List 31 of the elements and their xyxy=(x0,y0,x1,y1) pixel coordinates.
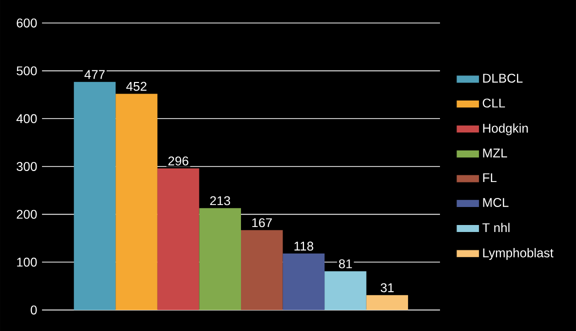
bar xyxy=(157,168,200,310)
legend-label: DLBCL xyxy=(483,74,523,83)
bar xyxy=(116,94,158,310)
data-label: 452 xyxy=(126,82,146,91)
legend-label: FL xyxy=(483,173,497,182)
bar xyxy=(199,208,241,310)
data-label: 167 xyxy=(252,218,272,228)
legend-label: MZL xyxy=(483,148,508,158)
legend-label: Hodgkin xyxy=(483,123,528,136)
data-label: 118 xyxy=(294,242,314,251)
y-tick-label: 600 xyxy=(16,18,37,28)
bar xyxy=(324,271,366,310)
bar xyxy=(282,254,325,310)
data-label: 31 xyxy=(380,283,394,292)
y-tick-label: 200 xyxy=(16,210,37,219)
legend-label: CLL xyxy=(482,98,505,108)
y-tick-label: 400 xyxy=(16,114,37,124)
y-tick-label: 100 xyxy=(17,258,37,267)
y-tick-label: 300 xyxy=(16,162,37,171)
bar xyxy=(241,230,283,310)
y-tick-label: 500 xyxy=(16,66,37,76)
data-label: 81 xyxy=(338,259,352,268)
legend-label: T nhl xyxy=(482,222,510,232)
bar xyxy=(74,82,116,310)
bar xyxy=(366,295,408,310)
legend-label: Lymphoblast xyxy=(483,248,554,260)
legend-label: MCL xyxy=(483,198,508,208)
y-tick-label: 0 xyxy=(30,306,37,314)
data-label: 296 xyxy=(168,156,188,166)
data-label: 477 xyxy=(84,70,105,79)
data-label: 213 xyxy=(210,196,230,206)
